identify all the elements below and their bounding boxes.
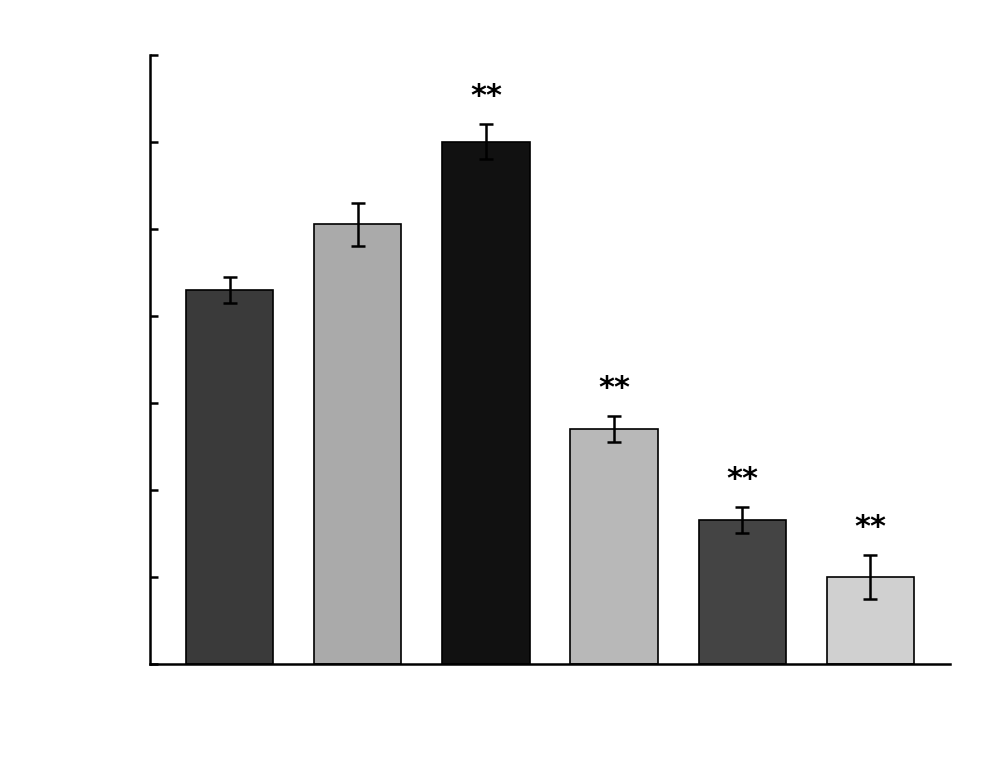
Text: **: ** — [598, 374, 630, 403]
Bar — [570, 429, 658, 664]
Text: **: ** — [470, 82, 502, 111]
Bar — [186, 290, 273, 664]
Text: **: ** — [854, 513, 886, 542]
Bar — [827, 577, 914, 664]
Text: **: ** — [726, 465, 758, 494]
Bar — [442, 141, 530, 664]
Bar — [699, 520, 786, 664]
Bar — [314, 224, 401, 664]
